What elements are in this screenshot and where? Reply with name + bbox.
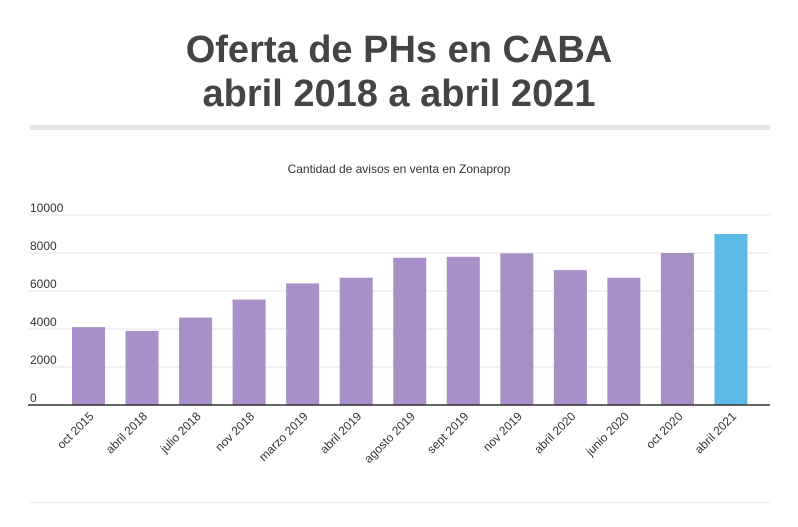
x-tick-label: abril 2018 — [103, 409, 150, 456]
bar — [660, 253, 694, 405]
x-tick-label: nov 2018 — [212, 409, 257, 454]
bar — [339, 277, 373, 405]
bar — [286, 283, 320, 405]
y-tick-label: 10000 — [30, 201, 64, 215]
bar — [72, 327, 105, 405]
bar — [714, 234, 748, 405]
bar — [232, 299, 266, 405]
title-line-1: Oferta de PHs en CABA — [185, 29, 613, 71]
x-tick-label: agosto 2019 — [361, 409, 418, 466]
title-line-2: abril 2018 a abril 2021 — [202, 73, 596, 115]
x-tick-label: sept 2019 — [424, 409, 471, 456]
chart-subtitle: Cantidad de avisos en venta en Zonaprop — [287, 162, 511, 176]
footer-divider — [30, 502, 770, 503]
x-tick-label: abril 2019 — [317, 409, 364, 456]
bar — [446, 256, 480, 405]
x-tick-label: junio 2020 — [582, 409, 632, 459]
x-tick-label: abril 2021 — [692, 409, 739, 456]
y-tick-label: 2000 — [30, 353, 57, 367]
title-divider — [30, 125, 770, 130]
y-tick-label: 6000 — [30, 277, 57, 291]
x-tick-label: oct 2020 — [643, 409, 686, 452]
bar — [553, 270, 587, 405]
y-tick-label: 0 — [30, 391, 37, 405]
bar — [393, 257, 427, 405]
bar — [125, 330, 159, 405]
bar — [500, 253, 534, 405]
bar — [179, 317, 213, 405]
bar — [607, 277, 641, 405]
x-tick-label: marzo 2019 — [256, 409, 311, 464]
x-tick-label: julio 2018 — [157, 409, 204, 456]
chart-title: Oferta de PHs en CABA abril 2018 a abril… — [0, 28, 798, 116]
x-tick-label: nov 2019 — [480, 409, 525, 454]
bar-chart: 0 2000 4000 6000 8000 10000 oct 2015 abril 2018… — [28, 201, 770, 466]
y-tick-label: 8000 — [30, 239, 57, 253]
x-tick-label: abril 2020 — [531, 409, 578, 456]
x-tick-label: oct 2015 — [54, 409, 97, 452]
y-tick-label: 4000 — [30, 315, 57, 329]
